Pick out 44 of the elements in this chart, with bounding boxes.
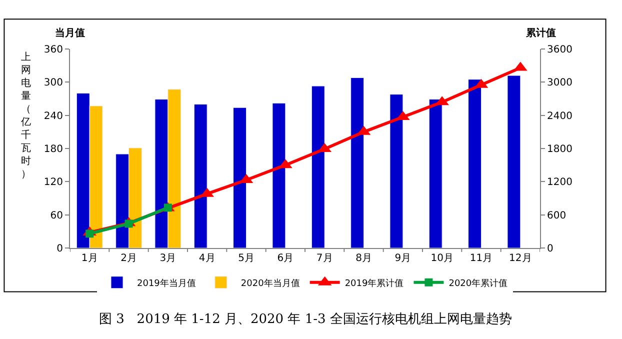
- x-tick-label: 9月: [394, 253, 412, 264]
- y2-tick-label: 1800: [547, 144, 572, 155]
- x-tick-label: 1月: [81, 253, 98, 264]
- legend-label: 2020年当月值: [240, 278, 300, 289]
- bar: [507, 75, 521, 248]
- y-tick-label: 60: [50, 210, 63, 222]
- x-tick-label: 6月: [277, 253, 294, 264]
- bar: [233, 107, 246, 248]
- legend-label: 2020年累计值: [448, 278, 508, 289]
- y2-tick-label: 600: [547, 210, 566, 222]
- bar: [390, 94, 404, 248]
- x-tick-label: 12月: [509, 253, 532, 264]
- bar: [194, 104, 208, 248]
- y-tick-label: 0: [56, 244, 63, 254]
- bar: [468, 79, 482, 248]
- y-tick-label: 360: [44, 44, 63, 56]
- x-tick-label: 3月: [160, 253, 176, 264]
- bar: [428, 99, 442, 248]
- y-tick-label: 120: [44, 177, 63, 188]
- legend-label: 2019年累计值: [344, 278, 404, 289]
- point: [164, 204, 172, 212]
- y2-tick-label: 0: [547, 244, 554, 254]
- x-tick-label: 5月: [238, 253, 254, 264]
- y2-tick-label: 1200: [547, 177, 572, 188]
- caption: 图 3 2019 年 1-12 月、2020 年 1-3 全国运行核电机组上网电量趋势: [99, 312, 512, 327]
- text: 当月值: [55, 27, 85, 39]
- x-tick-label: 11月: [470, 253, 493, 264]
- x-tick-label: 4月: [198, 253, 216, 264]
- y2-tick-label: 2400: [547, 110, 572, 122]
- x-tick-label: 8月: [356, 253, 372, 264]
- y-tick-label: 240: [44, 110, 63, 122]
- x-tick-label: 2月: [120, 253, 137, 264]
- bar: [311, 86, 325, 248]
- y-tick-label: 300: [44, 78, 63, 89]
- y2-tick-label: 3000: [547, 78, 572, 89]
- y2-tick-label: 3600: [547, 44, 572, 56]
- x-tick-label: 7月: [316, 253, 333, 264]
- y2-axis-title: 累计值: [525, 27, 556, 39]
- y-tick-label: 180: [44, 144, 63, 155]
- bar: [272, 102, 286, 248]
- bar: [350, 77, 364, 248]
- text: 上网电量（亿千瓦时）: [21, 52, 31, 180]
- legend-label: 2019年当月值: [137, 278, 196, 289]
- x-tick-label: 10月: [430, 253, 454, 264]
